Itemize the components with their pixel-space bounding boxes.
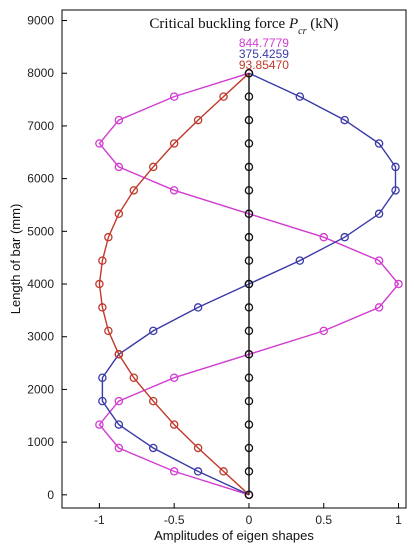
y-tick-label: 9000 — [27, 14, 54, 28]
tick-layer: -1 -0.5 0 0.5 1 0 1000 2000 3000 4000 5000 6000 7000… — [27, 14, 402, 527]
plot-frame — [61, 9, 407, 509]
series-1-point — [95, 139, 104, 148]
series-2-point — [374, 209, 384, 219]
chart-title-symbol: P — [288, 16, 298, 32]
series-4-point — [244, 92, 254, 101]
series-4-point — [244, 420, 254, 429]
y-tick-label: 0 — [47, 488, 54, 502]
series-2-point — [391, 186, 400, 195]
series-3-point — [114, 350, 124, 359]
series-4-point — [244, 186, 254, 195]
annotation-force-1: 844.7779 — [239, 36, 289, 50]
series-3-point — [193, 115, 203, 125]
series-2-point — [340, 232, 349, 242]
series-3-point — [98, 303, 107, 312]
series-1-point — [169, 373, 179, 382]
series-1-point — [394, 279, 403, 289]
series-1-point — [374, 256, 384, 265]
y-axis-label: Length of bar (mm) — [8, 204, 23, 315]
series-4-point — [244, 467, 254, 476]
series-4-point — [244, 209, 254, 219]
series-3-point — [98, 256, 107, 265]
series-4-point — [244, 490, 254, 500]
series-3-point — [129, 373, 139, 382]
y-tick-label: 3000 — [27, 330, 54, 344]
series-2-point — [148, 326, 158, 336]
series-2-point — [98, 396, 107, 406]
y-tick-label: 4000 — [27, 277, 54, 291]
series-1-point — [114, 162, 124, 172]
series-3-point — [169, 139, 179, 148]
series-2-point — [193, 467, 203, 476]
series-line-1 — [98, 72, 400, 496]
x-tick-label: -1 — [94, 513, 105, 527]
x-axis-label: Amplitudes of eigen shapes — [154, 528, 314, 543]
series-4-point — [244, 115, 254, 125]
series-2-point — [114, 420, 124, 429]
chart-title-text: Critical buckling force — [149, 16, 289, 32]
series-1-point — [374, 303, 384, 312]
series-4-point — [244, 443, 254, 453]
series-2-point — [295, 92, 305, 101]
series-3-point — [219, 467, 228, 476]
series-3-point — [148, 162, 158, 172]
series-4-point — [244, 68, 254, 78]
series-3-point — [114, 209, 124, 219]
y-tick-label: 5000 — [27, 224, 54, 238]
series-2-point — [340, 115, 349, 125]
series-4-point — [244, 303, 254, 312]
series-2-point — [391, 162, 400, 172]
x-tick-label: 0.5 — [315, 513, 332, 527]
chart-title-unit: (kN) — [306, 16, 338, 32]
series-4-point — [244, 232, 254, 242]
chart-title-subscript: cr — [298, 26, 306, 37]
y-tick-label: 6000 — [27, 172, 54, 186]
y-tick-label: 8000 — [27, 66, 54, 80]
series-2-point — [374, 139, 384, 148]
series-4-point — [244, 373, 254, 382]
chart-title: Critical buckling force Pcr (kN) — [149, 16, 338, 37]
series-1-point — [169, 467, 179, 476]
y-tick-label: 2000 — [27, 382, 54, 396]
series-3-point — [169, 420, 179, 429]
series-1-point — [169, 92, 179, 101]
series-3-point — [219, 92, 228, 101]
series-1-point — [95, 420, 104, 429]
series-layer — [95, 68, 403, 500]
series-4-point — [244, 162, 254, 172]
series-2-point — [148, 443, 158, 453]
series-1-point — [114, 396, 124, 406]
series-3-point — [193, 443, 203, 453]
annotation-force-3: 93.85470 — [239, 58, 289, 72]
series-1-point — [169, 186, 179, 195]
x-tick-label: 0 — [246, 513, 253, 527]
y-tick-label: 7000 — [27, 119, 54, 133]
series-3-point — [95, 279, 104, 289]
series-2-point — [295, 256, 305, 265]
series-line-3 — [98, 72, 250, 496]
series-2-point — [193, 303, 203, 312]
series-3-point — [148, 396, 158, 406]
annotation-force-2: 375.4259 — [239, 47, 289, 61]
series-4-point — [244, 350, 254, 359]
series-2-point — [98, 373, 107, 382]
series-3-point — [104, 326, 113, 336]
series-1-point — [114, 443, 124, 453]
series-4-point — [244, 396, 254, 406]
series-4-point — [244, 256, 254, 265]
series-4-point — [244, 279, 254, 289]
series-3-point — [129, 186, 139, 195]
series-1-point — [319, 232, 328, 242]
x-tick-label: 1 — [395, 513, 402, 527]
x-tick-label: -0.5 — [164, 513, 185, 527]
series-4-point — [244, 326, 254, 336]
series-1-point — [319, 326, 328, 336]
y-tick-label: 1000 — [27, 435, 54, 449]
series-4-point — [244, 139, 254, 148]
series-1-point — [114, 115, 124, 125]
series-3-point — [104, 232, 113, 242]
